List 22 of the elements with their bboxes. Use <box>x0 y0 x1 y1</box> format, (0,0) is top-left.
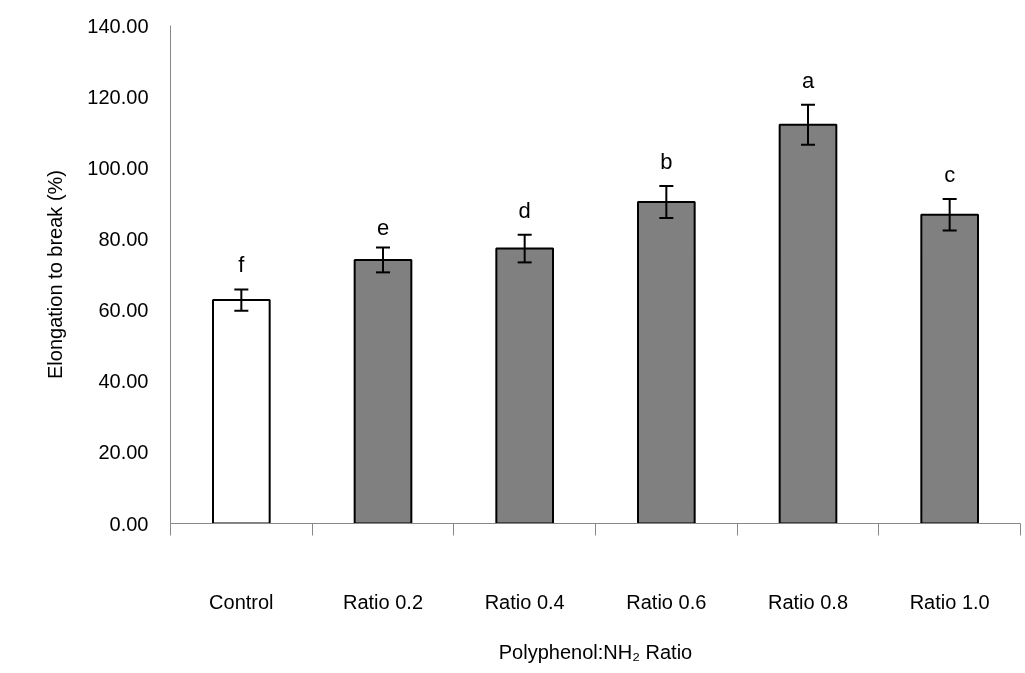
x-tick-label: Ratio 0.2 <box>342 590 424 613</box>
annotation: f <box>238 252 246 278</box>
y-axis-title: Elongation to break (%) <box>44 169 67 379</box>
x-tick-label: Ratio 0.4 <box>484 590 565 613</box>
y-tick-label: 120.00 <box>87 85 149 108</box>
x-tick-label: Control <box>209 590 274 613</box>
annotation: d <box>518 197 531 223</box>
y-tick-label: 40.00 <box>98 370 149 393</box>
y-tick-label: 0.00 <box>109 512 149 535</box>
annotation: a <box>801 67 815 93</box>
annotation: e <box>376 215 390 241</box>
x-axis-title: Polyphenol:NH₂ Ratio <box>498 640 693 663</box>
y-tick-label: 100.00 <box>87 156 149 179</box>
annotation: b <box>660 148 673 174</box>
x-tick-label: Ratio 0.8 <box>767 590 849 613</box>
y-tick-label: 20.00 <box>98 441 149 464</box>
y-tick-label: 140.00 <box>87 14 149 37</box>
x-tick-label: Ratio 0.6 <box>626 590 707 613</box>
y-tick-label: 80.00 <box>98 227 149 250</box>
annotation: c <box>944 162 956 188</box>
y-tick-label: 60.00 <box>98 299 149 322</box>
x-tick-label: Ratio 1.0 <box>909 590 990 613</box>
